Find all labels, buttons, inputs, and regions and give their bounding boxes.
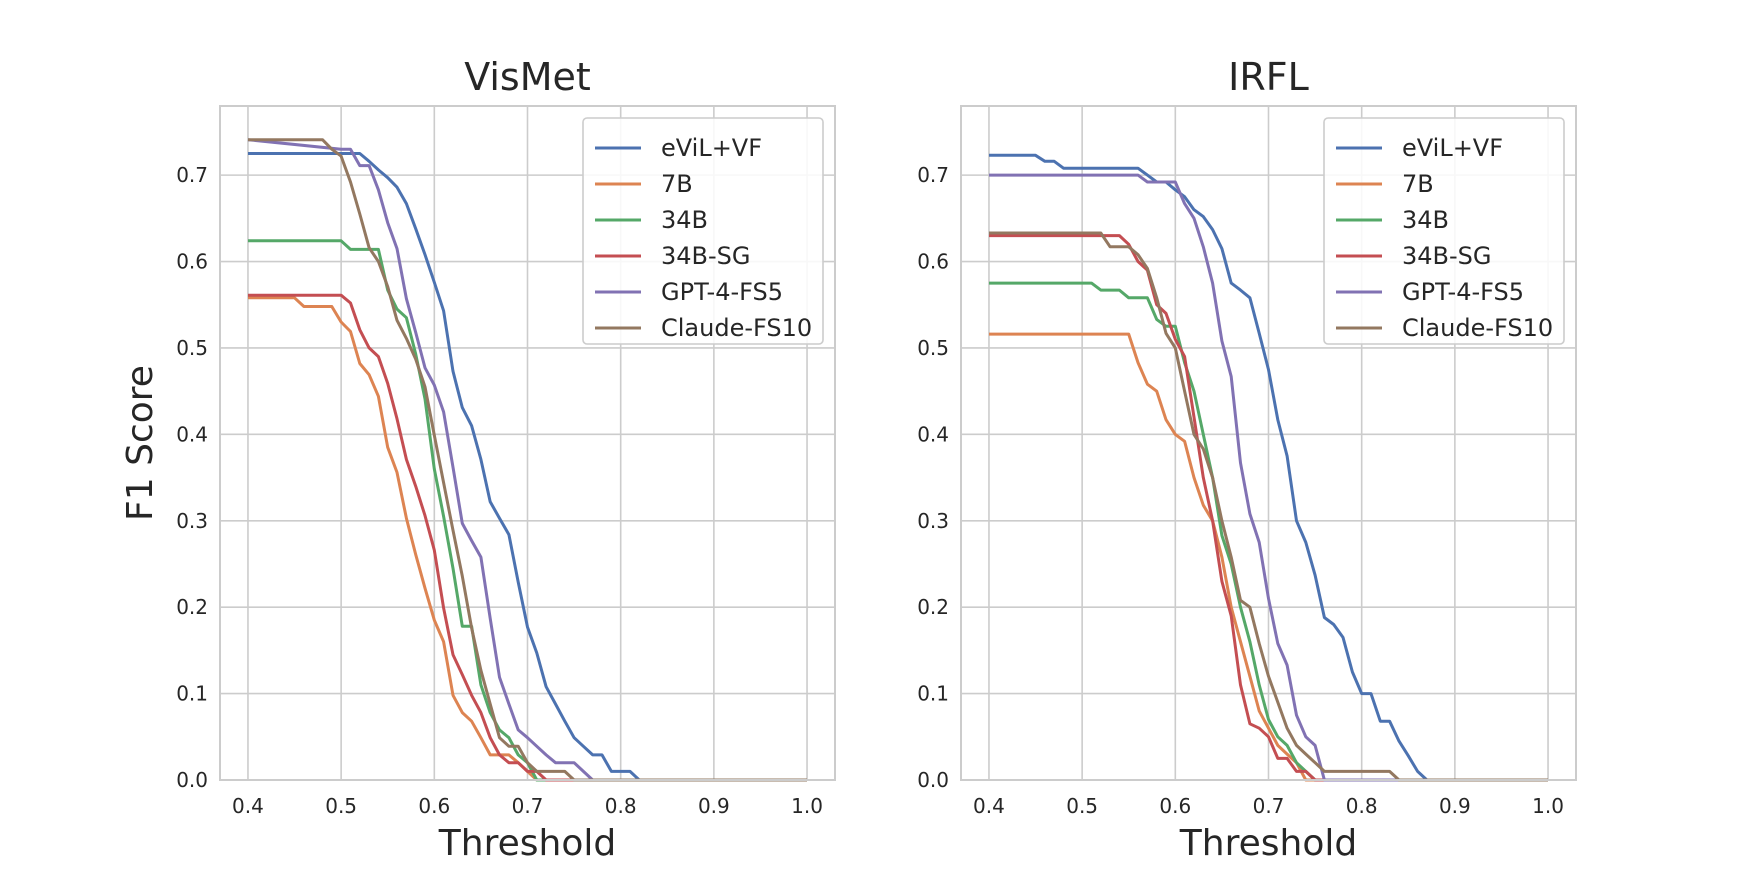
legend-label: GPT-4-FS5 — [661, 278, 783, 306]
x-tick-label: 0.9 — [1439, 794, 1471, 818]
series-line-evil-vf — [248, 152, 807, 782]
y-tick-label: 0.6 — [917, 250, 949, 274]
x-tick-label: 0.8 — [1346, 794, 1378, 818]
legend-label: 7B — [1402, 170, 1434, 198]
legend-label: GPT-4-FS5 — [1402, 278, 1524, 306]
series-line-claude-fs10 — [248, 138, 807, 782]
legend: eViL+VF 7B 34B 34B-SG GPT-4-FS5 Claude-FS10 — [582, 117, 824, 345]
y-tick-label: 0.1 — [176, 682, 208, 706]
y-tick-label: 0.2 — [176, 595, 208, 619]
y-tick-label: 0.1 — [917, 682, 949, 706]
y-tick-label: 0.5 — [917, 336, 949, 360]
y-tick-label: 0.3 — [917, 509, 949, 533]
y-tick-label: 0.7 — [917, 163, 949, 187]
y-tick-label: 0.0 — [917, 768, 949, 792]
legend-label: 7B — [661, 170, 693, 198]
axes-frame — [219, 105, 836, 781]
y-tick-label: 0.4 — [176, 422, 208, 446]
y-tick-label: 0.0 — [176, 768, 208, 792]
legend-label: 34B-SG — [1402, 242, 1492, 270]
x-tick-label: 0.6 — [418, 794, 450, 818]
series-line-claude-fs10 — [989, 231, 1548, 782]
y-tick-label: 0.5 — [176, 336, 208, 360]
series-line-34b — [248, 239, 807, 782]
y-tick-label: 0.7 — [176, 163, 208, 187]
x-tick-label: 1.0 — [791, 794, 823, 818]
x-tick-label: 0.7 — [512, 794, 544, 818]
series-line-34b — [989, 281, 1548, 782]
series-line-evil-vf — [989, 153, 1548, 782]
x-tick-label: 0.4 — [973, 794, 1005, 818]
chart-title: VisMet — [464, 55, 591, 99]
legend-box — [582, 117, 824, 345]
axes-frame — [960, 105, 1577, 781]
legend-label: 34B — [1402, 206, 1449, 234]
series-group — [247, 138, 807, 782]
legend-label: 34B-SG — [661, 242, 751, 270]
series-group — [989, 153, 1548, 782]
y-axis-label: F1 Score — [120, 365, 161, 521]
x-tick-label: 0.9 — [698, 794, 730, 818]
legend-label: Claude-FS10 — [1402, 314, 1553, 342]
legend-label: Claude-FS10 — [661, 314, 812, 342]
x-tick-label: 0.4 — [232, 794, 264, 818]
legend-label: eViL+VF — [1402, 134, 1503, 162]
y-tick-label: 0.3 — [176, 509, 208, 533]
series-line-gpt-4-fs5 — [989, 173, 1548, 782]
y-tick-label: 0.6 — [176, 250, 208, 274]
x-tick-label: 1.0 — [1532, 794, 1564, 818]
x-axis-label: Threshold — [1179, 823, 1357, 864]
chart-panel-vismet: 0.4 0.5 0.6 0.7 0.8 0.9 1.0 0.0 0.1 0.2 0.3 0.4 0.5 0… — [120, 55, 836, 864]
y-tick-label: 0.2 — [917, 595, 949, 619]
legend-label: eViL+VF — [661, 134, 762, 162]
series-line-gpt-4-fs5 — [247, 138, 807, 782]
x-tick-label: 0.5 — [325, 794, 357, 818]
series-line-34b-sg — [248, 293, 807, 782]
legend-label: 34B — [661, 206, 708, 234]
legend-box — [1323, 117, 1565, 345]
series-line-7b — [989, 332, 1548, 782]
series-line-7b — [248, 296, 807, 782]
x-tick-label: 0.6 — [1159, 794, 1191, 818]
y-tick-label: 0.4 — [917, 422, 949, 446]
x-tick-label: 0.8 — [605, 794, 637, 818]
chart-panel-irfl: 0.4 0.5 0.6 0.7 0.8 0.9 1.0 0.0 0.1 0.2 0.3 0.4 0.5 0… — [917, 55, 1577, 864]
legend: eViL+VF 7B 34B 34B-SG GPT-4-FS5 Claude-FS10 — [1323, 117, 1565, 345]
chart-title: IRFL — [1228, 55, 1309, 99]
x-tick-label: 0.5 — [1066, 794, 1098, 818]
x-tick-label: 0.7 — [1253, 794, 1285, 818]
x-axis-label: Threshold — [438, 823, 616, 864]
